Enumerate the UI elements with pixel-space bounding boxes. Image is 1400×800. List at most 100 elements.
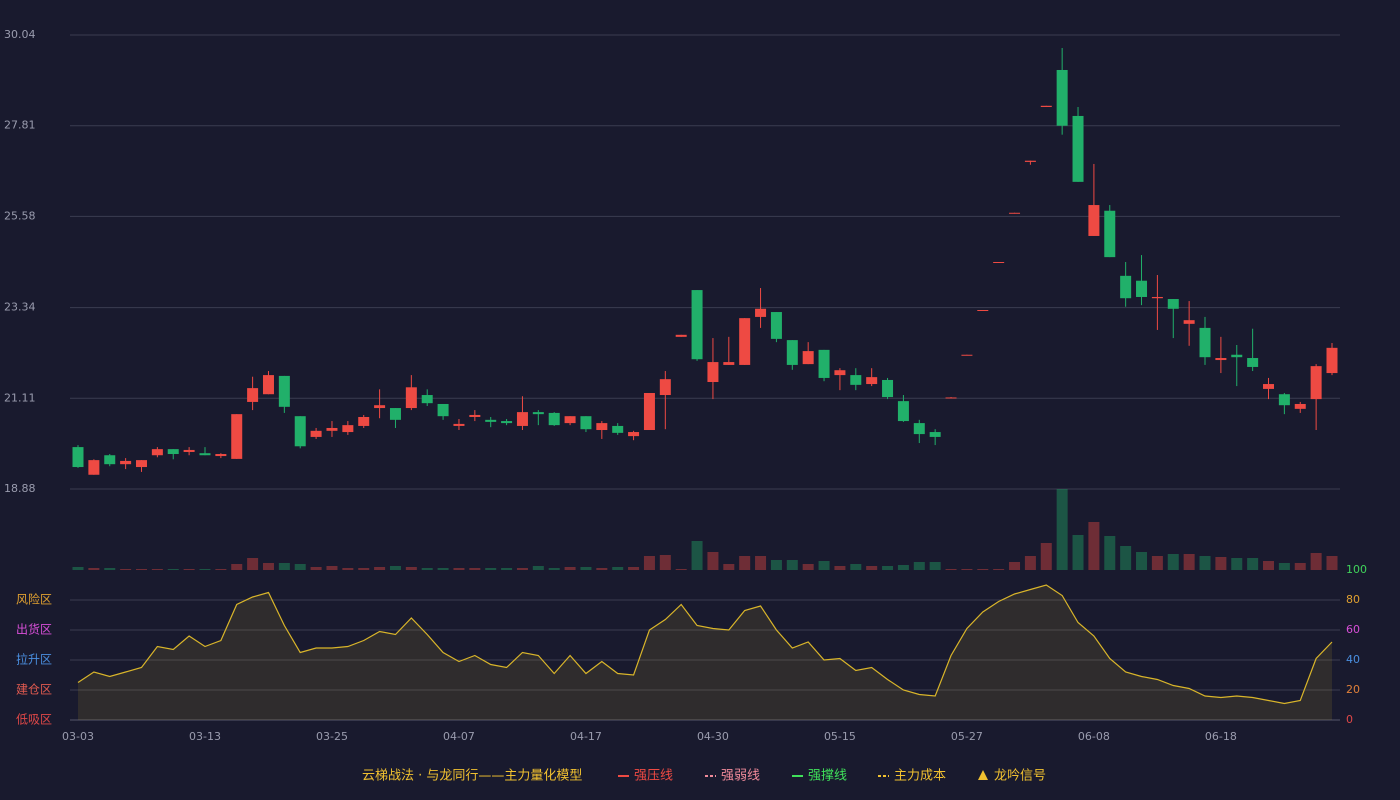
candle-body	[1183, 320, 1195, 324]
volume-bar	[961, 569, 973, 570]
y2-tick-label: 0	[1346, 713, 1353, 726]
x-tick-label: 06-18	[1205, 730, 1237, 743]
y-tick-label: 18.88	[4, 482, 36, 495]
volume-bar	[532, 566, 544, 570]
candle-body	[643, 392, 655, 431]
volume-bar	[755, 556, 767, 570]
candle-body	[755, 308, 767, 317]
candle-body	[1056, 69, 1068, 126]
volume-bar	[548, 568, 560, 570]
volume-bar	[278, 563, 290, 570]
candle-body	[834, 370, 846, 376]
candle-body	[167, 449, 179, 455]
candle-body	[1263, 384, 1275, 389]
volume-bar	[72, 567, 84, 570]
candle-body	[1009, 212, 1021, 214]
legend-label: 强弱线	[721, 769, 760, 784]
candle-body	[564, 416, 576, 424]
volume-bar	[262, 563, 274, 570]
candle-body	[945, 397, 957, 399]
zone-label: 低吸区	[16, 713, 52, 727]
x-tick-label: 05-27	[951, 730, 983, 743]
volume-bar	[1040, 543, 1052, 570]
candle-body	[183, 449, 195, 452]
volume-bar	[1151, 556, 1163, 570]
candle-body	[786, 340, 798, 365]
candle-body	[723, 362, 735, 365]
volume-bar	[183, 569, 195, 570]
candle-body	[628, 432, 640, 437]
candle-body	[993, 262, 1005, 263]
volume-bar	[294, 564, 306, 570]
y-tick-label: 23.34	[4, 301, 36, 314]
volume-bar	[453, 568, 465, 570]
volume-bar	[88, 568, 100, 570]
volume-bar	[1326, 556, 1338, 570]
legend-label: 强撑线	[808, 769, 847, 784]
candle-body	[215, 454, 227, 457]
candle-body	[659, 379, 671, 396]
candle-body	[612, 425, 624, 433]
volume-bar	[977, 569, 989, 570]
volume-bar	[374, 567, 386, 570]
candle-body	[1294, 403, 1306, 409]
candle-body	[596, 423, 608, 431]
candle-body	[151, 449, 163, 456]
volume-bar	[501, 568, 513, 570]
candle-body	[961, 354, 973, 356]
volume-bar	[675, 569, 687, 570]
x-tick-label: 04-30	[697, 730, 729, 743]
candle-body	[516, 412, 528, 426]
volume-bar	[167, 569, 179, 570]
volume-bar	[1294, 563, 1306, 570]
candle-body	[1151, 296, 1163, 299]
legend-title: 云梯战法 · 与龙同行——主力量化模型	[362, 769, 582, 784]
candle-body	[929, 432, 941, 437]
candle-body	[691, 290, 703, 360]
y2-tick-label: 20	[1346, 683, 1360, 696]
volume-bar	[1183, 554, 1195, 570]
candle-body	[532, 412, 544, 415]
y2-tick-label: 80	[1346, 593, 1360, 606]
volume-bar	[691, 541, 703, 570]
legend-label: 主力成本	[894, 769, 946, 784]
candle-body	[897, 401, 909, 422]
volume-bar	[358, 568, 370, 570]
candle-body	[1215, 358, 1227, 361]
candle-body	[1199, 327, 1211, 358]
zone-label: 建仓区	[16, 683, 52, 697]
candle-body	[501, 421, 513, 424]
volume-bar	[421, 568, 433, 570]
volume-bar	[1167, 554, 1179, 570]
candle-body	[866, 377, 878, 385]
volume-bar	[342, 568, 354, 570]
volume-bar	[1215, 557, 1227, 570]
volume-bar	[215, 569, 227, 570]
volume-bar	[707, 552, 719, 570]
legend-label: 龙吟信号	[994, 768, 1046, 784]
candle-body	[135, 460, 147, 468]
volume-bar	[485, 568, 497, 570]
candle-body	[1310, 366, 1322, 400]
volume-bar	[1056, 489, 1068, 570]
volume-bar	[231, 564, 243, 570]
x-tick-label: 03-03	[62, 730, 94, 743]
candle-body	[389, 408, 401, 420]
volume-bar	[739, 556, 751, 570]
volume-bar	[882, 566, 894, 570]
volume-bar	[516, 568, 528, 570]
candle-body	[310, 430, 322, 437]
candle-body	[1136, 280, 1148, 297]
volume-bar	[723, 564, 735, 570]
candle-body	[120, 460, 132, 465]
volume-bar	[1231, 558, 1243, 570]
candle-body	[739, 318, 751, 365]
volume-bar	[389, 566, 401, 570]
volume-bar	[612, 567, 624, 570]
volume-bar	[659, 555, 671, 570]
volume-bar	[1310, 553, 1322, 570]
candle-body	[913, 423, 925, 435]
volume-bar	[151, 569, 163, 570]
volume-bar	[1104, 536, 1116, 570]
